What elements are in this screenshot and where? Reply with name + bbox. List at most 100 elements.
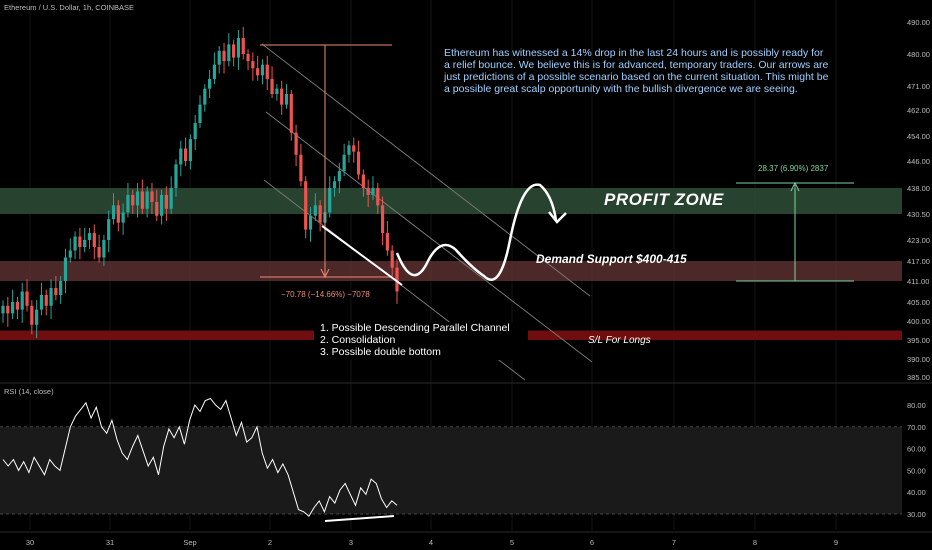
candle-body [54, 288, 58, 295]
candle [44, 289, 48, 316]
price-tick-label: 423.00 [907, 236, 930, 245]
candle [87, 227, 92, 249]
price-tick-label: 454.00 [907, 132, 930, 141]
candle [198, 95, 202, 128]
rsi-tick-label: 30.00 [907, 510, 926, 519]
candle-body [131, 194, 135, 206]
channel-line [261, 43, 591, 297]
price-tick-label: 471.00 [907, 82, 930, 91]
price-tick-label: 400.00 [907, 317, 930, 326]
candle [270, 66, 274, 98]
rsi-tick-label: 40.00 [907, 488, 926, 497]
candle [246, 49, 250, 70]
candle [380, 196, 385, 246]
rsi-band [0, 426, 902, 514]
candle-body [304, 181, 308, 230]
candle [371, 176, 375, 201]
candle [390, 245, 394, 276]
candle-body [164, 194, 168, 209]
candle [150, 182, 154, 214]
candle [97, 234, 101, 263]
candle-body [356, 151, 361, 175]
price-tick-label: 395.00 [907, 336, 930, 345]
candle-body [227, 44, 231, 62]
time-tick-label: 4 [429, 538, 433, 547]
candle [35, 300, 39, 339]
candle-body [212, 64, 217, 79]
candle [385, 220, 389, 256]
candle-body [361, 174, 365, 188]
candle [193, 114, 197, 151]
price-tick-label: 385.00 [907, 373, 930, 382]
price-tick-label: 411.00 [907, 277, 929, 286]
candle-body [1, 305, 5, 314]
projection-path [395, 183, 558, 281]
candle-body [342, 154, 346, 172]
candle [337, 162, 341, 194]
candle-body [265, 64, 269, 79]
candle-body [188, 139, 192, 161]
candle [376, 182, 380, 214]
candle-body [332, 181, 337, 188]
candle-body [251, 61, 255, 69]
candle-body [313, 205, 317, 216]
candle [236, 30, 241, 70]
time-tick-label: 3 [349, 538, 353, 547]
candle-body [352, 145, 356, 152]
time-tick-label: 2 [268, 538, 272, 547]
candle [135, 182, 140, 218]
setup-list-item: 2. Consolidation [320, 334, 396, 346]
candle-body [280, 88, 284, 105]
candle-body [328, 188, 332, 213]
candle [174, 159, 178, 197]
candle-body [49, 288, 53, 306]
candle-body [126, 194, 130, 213]
candle [260, 59, 265, 85]
candle-body [20, 291, 24, 310]
candle-body [15, 302, 20, 310]
profit-zone [0, 188, 902, 214]
candle [140, 179, 144, 214]
candle [116, 200, 120, 232]
candle [318, 200, 322, 232]
candle-body [308, 215, 313, 230]
candle [217, 46, 221, 74]
rsi-divergence-line [324, 515, 395, 522]
candle [294, 124, 298, 167]
candle-body [294, 132, 298, 155]
candle-body [174, 164, 178, 188]
candle [289, 90, 293, 141]
time-tick-label: 9 [834, 538, 838, 547]
candle-body [217, 50, 221, 65]
candle-body [135, 191, 140, 206]
candle [155, 189, 159, 221]
candle-body [222, 50, 226, 62]
candle-body [275, 88, 279, 94]
candle [256, 55, 260, 81]
measure-up-label: 28.37 (6.90%) 2837 [758, 164, 829, 173]
candle-body [155, 201, 159, 216]
price-tick-label: 405.00 [907, 298, 930, 307]
candle-body [347, 145, 351, 155]
candle-body [246, 54, 250, 62]
analysis-note: Ethereum has witnessed a 14% drop in the… [444, 47, 829, 95]
price-tick-label: 430.50 [907, 210, 930, 219]
candle [25, 279, 29, 312]
candle [241, 26, 245, 60]
channel-line [265, 111, 593, 363]
candle [68, 238, 72, 263]
candle-body [83, 240, 87, 247]
candle-body [260, 64, 265, 76]
candle-body [73, 236, 77, 251]
candle-body [198, 104, 202, 123]
candle [227, 33, 231, 67]
candle-body [87, 233, 92, 240]
measure-arrow-head [320, 268, 330, 279]
candle-body [121, 212, 125, 223]
candle-body [6, 305, 10, 314]
candle-body [59, 281, 63, 295]
candle-body [376, 188, 380, 206]
candle-body [78, 236, 82, 247]
candle-body [390, 250, 394, 268]
candle [78, 227, 82, 260]
